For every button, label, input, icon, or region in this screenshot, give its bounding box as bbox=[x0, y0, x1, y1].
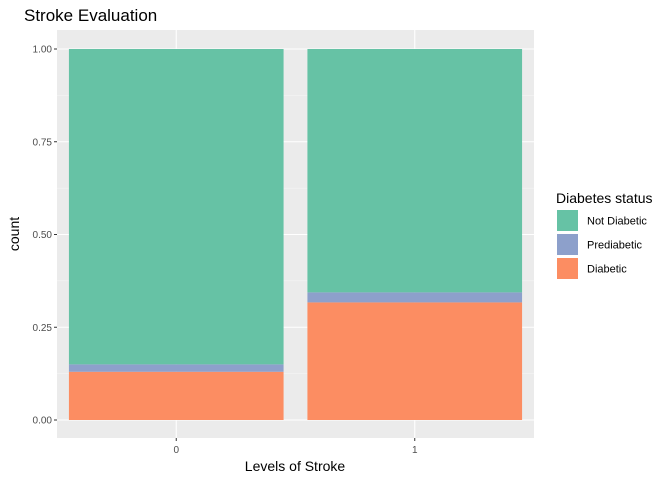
legend: Diabetes status Not Diabetic Prediabetic D… bbox=[556, 190, 653, 279]
legend-key-diabetic bbox=[557, 258, 578, 279]
legend-label: Diabetic bbox=[587, 264, 627, 276]
y-tick-label: 1.00 bbox=[33, 45, 53, 56]
legend-key-not-diabetic bbox=[557, 210, 578, 231]
x-tick-label: 1 bbox=[412, 445, 418, 456]
y-tick-label: 0.00 bbox=[33, 416, 53, 427]
bar-not-diabetic-1 bbox=[307, 49, 523, 293]
y-tick-label: 0.75 bbox=[33, 137, 53, 148]
y-tick-label: 0.25 bbox=[33, 323, 53, 334]
y-axis-ticks: 0.00 0.25 0.50 0.75 1.00 bbox=[33, 45, 57, 427]
bar-diabetic-0 bbox=[68, 371, 284, 420]
x-axis-title: Levels of Stroke bbox=[245, 458, 346, 474]
bars bbox=[68, 49, 523, 420]
bar-prediabetic-0 bbox=[68, 364, 284, 372]
bar-prediabetic-1 bbox=[307, 292, 523, 303]
legend-label: Not Diabetic bbox=[587, 216, 647, 228]
y-axis-title: count bbox=[6, 217, 22, 251]
legend-title: Diabetes status bbox=[556, 190, 653, 206]
y-tick-label: 0.50 bbox=[33, 230, 53, 241]
bar-diabetic-1 bbox=[307, 302, 523, 420]
legend-key-prediabetic bbox=[557, 234, 578, 255]
chart-title: Stroke Evaluation bbox=[24, 6, 157, 25]
x-tick-label: 0 bbox=[173, 445, 179, 456]
bar-not-diabetic-0 bbox=[68, 49, 284, 365]
legend-label: Prediabetic bbox=[587, 240, 643, 252]
